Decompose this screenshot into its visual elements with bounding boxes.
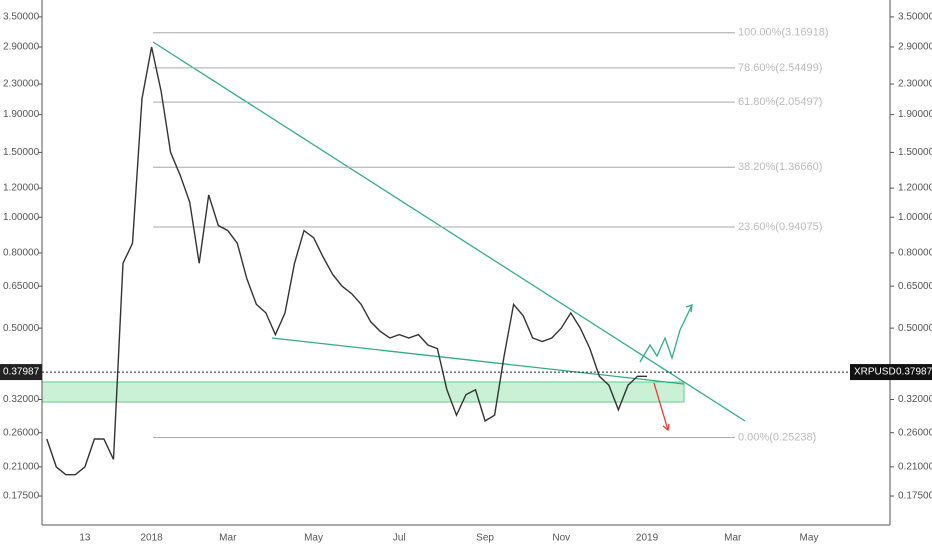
symbol-label: XRPUSD <box>854 367 896 378</box>
x-tick-label: Mar <box>724 533 742 544</box>
fib-label: 61.80%(2.05497) <box>738 96 822 108</box>
fib-label: 78.60%(2.54499) <box>738 62 822 74</box>
x-tick-label: 2018 <box>140 533 163 544</box>
y-tick-label: 1.20000 <box>898 183 932 194</box>
y-tick-label: 1.50000 <box>3 147 40 158</box>
y-tick-label: 3.50000 <box>898 12 932 23</box>
y-tick-label: 1.90000 <box>898 109 932 120</box>
x-tick-label: Jul <box>393 533 406 544</box>
price-line <box>46 46 647 476</box>
trendline <box>271 337 685 385</box>
arrow-head <box>685 304 693 313</box>
x-tick-label: May <box>304 533 323 544</box>
projection-arrow <box>639 304 693 363</box>
y-tick-label: 0.17500 <box>898 491 932 502</box>
y-tick-label: 2.90000 <box>3 42 40 53</box>
support-zone <box>41 381 685 403</box>
y-tick-label: 0.80000 <box>3 248 40 259</box>
x-tick-label: May <box>800 533 819 544</box>
y-tick-label: 3.50000 <box>3 12 40 23</box>
y-tick-label: 1.00000 <box>3 212 40 223</box>
y-tick-label: 2.90000 <box>898 42 932 53</box>
y-tick-label: 0.50000 <box>898 323 932 334</box>
y-tick-label: 0.50000 <box>3 323 40 334</box>
fib-label: 100.00%(3.16918) <box>738 27 829 39</box>
x-tick-label: 13 <box>79 533 91 544</box>
symbol-tag <box>850 364 932 381</box>
bearish-arrow <box>653 382 669 431</box>
price-tag <box>0 364 42 381</box>
x-tick-label: Mar <box>219 533 237 544</box>
y-tick-label: 0.80000 <box>898 248 932 259</box>
last-price-label: 0.37987 <box>3 367 40 378</box>
trendline <box>152 41 746 422</box>
y-tick-label: 2.30000 <box>898 79 932 90</box>
y-tick-label: 0.65000 <box>898 281 932 292</box>
x-tick-label: Sep <box>476 533 494 544</box>
fib-label: 0.00%(0.25238) <box>738 431 816 443</box>
y-tick-label: 1.90000 <box>3 109 40 120</box>
fib-label: 38.20%(1.36660) <box>738 161 822 173</box>
arrow-head <box>662 423 670 432</box>
x-tick-label: 2019 <box>636 533 659 544</box>
y-tick-label: 0.21000 <box>898 462 932 473</box>
y-tick-label: 1.50000 <box>898 147 932 158</box>
y-tick-label: 0.21000 <box>3 462 40 473</box>
y-tick-label: 1.00000 <box>898 212 932 223</box>
y-tick-label: 0.32000 <box>3 394 40 405</box>
x-tick-label: Nov <box>552 533 570 544</box>
last-price-label: 0.37987 <box>896 367 932 378</box>
y-tick-label: 0.26000 <box>898 427 932 438</box>
y-tick-label: 0.32000 <box>898 394 932 405</box>
y-tick-label: 0.26000 <box>3 427 40 438</box>
y-tick-label: 0.65000 <box>3 281 40 292</box>
fib-label: 23.60%(0.94075) <box>738 221 822 233</box>
y-tick-label: 0.17500 <box>3 491 40 502</box>
y-tick-label: 2.30000 <box>3 79 40 90</box>
y-tick-label: 1.20000 <box>3 183 40 194</box>
